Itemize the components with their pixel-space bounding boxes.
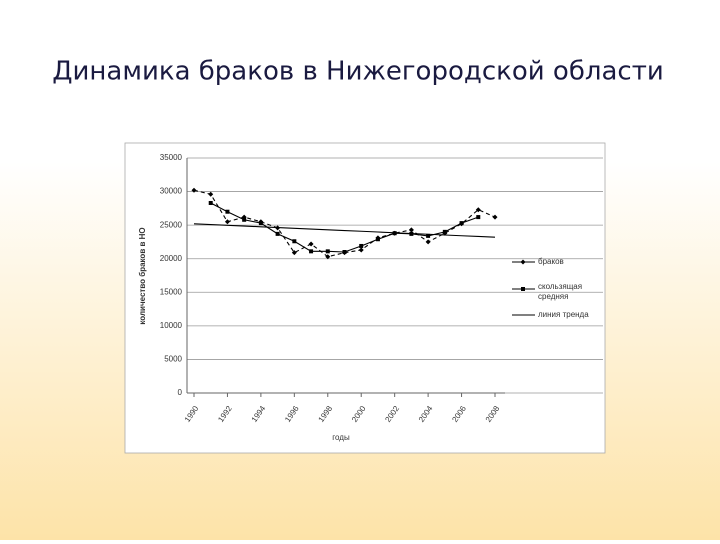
point: [442, 229, 447, 234]
y-tick-label: 0: [178, 388, 183, 397]
point: [358, 247, 364, 253]
point: [375, 237, 380, 242]
legend-label: линия тренда: [538, 310, 589, 319]
point: [291, 250, 297, 256]
point: [475, 207, 481, 213]
series-line: [193, 223, 496, 238]
point: [309, 249, 314, 254]
y-tick-label: 15000: [160, 287, 183, 296]
legend-marker: [521, 287, 525, 291]
point: [492, 214, 498, 220]
y-tick-label: 5000: [164, 355, 182, 364]
point: [275, 231, 280, 236]
point: [325, 249, 330, 254]
y-tick-label: 25000: [160, 220, 183, 229]
point: [308, 241, 314, 247]
point: [208, 200, 213, 205]
point: [292, 239, 297, 244]
y-tick-label: 35000: [160, 153, 183, 162]
point: [224, 219, 230, 225]
point: [242, 217, 247, 222]
legend-label: скользящая средняя: [538, 282, 582, 301]
point: [359, 243, 364, 248]
point: [476, 215, 481, 220]
point: [208, 191, 214, 197]
y-tick-label: 10000: [160, 321, 183, 330]
point: [426, 233, 431, 238]
point: [191, 187, 197, 193]
slide-title: Динамика браков в Нижегородской области: [52, 57, 664, 87]
point: [225, 209, 230, 214]
point: [425, 239, 431, 245]
x-axis-label: годы: [332, 433, 350, 442]
y-tick-label: 20000: [160, 254, 183, 263]
point: [342, 250, 347, 254]
y-tick-label: 30000: [160, 187, 183, 196]
legend-label: браков: [538, 257, 564, 266]
point: [325, 254, 331, 260]
legend-marker: [520, 259, 526, 265]
point: [459, 221, 464, 226]
point: [258, 221, 263, 226]
chart-box: [124, 142, 606, 454]
y-axis-label: количество браков в НО: [138, 227, 147, 324]
point: [408, 227, 414, 233]
